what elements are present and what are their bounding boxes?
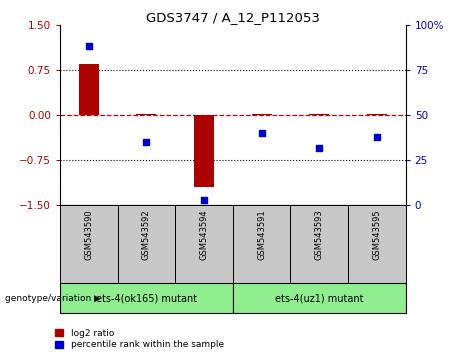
Text: ets-4(uz1) mutant: ets-4(uz1) mutant <box>275 293 363 303</box>
Point <box>258 130 266 136</box>
Bar <box>367 114 387 115</box>
Bar <box>60 283 233 313</box>
Text: GSM543592: GSM543592 <box>142 209 151 260</box>
Bar <box>118 205 175 283</box>
Text: ets-4(ok165) mutant: ets-4(ok165) mutant <box>96 293 197 303</box>
Bar <box>233 283 406 313</box>
Text: GSM543591: GSM543591 <box>257 209 266 260</box>
Bar <box>233 205 290 283</box>
Bar <box>290 205 348 283</box>
Bar <box>136 114 156 115</box>
Bar <box>79 64 99 115</box>
Bar <box>175 205 233 283</box>
Text: GSM543595: GSM543595 <box>372 209 381 260</box>
Point <box>85 44 92 49</box>
Point <box>142 139 150 145</box>
Bar <box>252 114 272 115</box>
Bar <box>348 205 406 283</box>
Text: GSM543590: GSM543590 <box>84 209 93 260</box>
Text: genotype/variation ▶: genotype/variation ▶ <box>5 294 100 303</box>
Point <box>373 134 381 139</box>
Bar <box>309 114 329 115</box>
Bar <box>60 205 118 283</box>
Text: GSM543594: GSM543594 <box>200 209 208 260</box>
Legend: log2 ratio, percentile rank within the sample: log2 ratio, percentile rank within the s… <box>55 329 224 349</box>
Title: GDS3747 / A_12_P112053: GDS3747 / A_12_P112053 <box>146 11 320 24</box>
Bar <box>194 115 214 187</box>
Text: GSM543593: GSM543593 <box>315 209 324 260</box>
Point <box>200 197 207 203</box>
Point <box>315 145 323 150</box>
